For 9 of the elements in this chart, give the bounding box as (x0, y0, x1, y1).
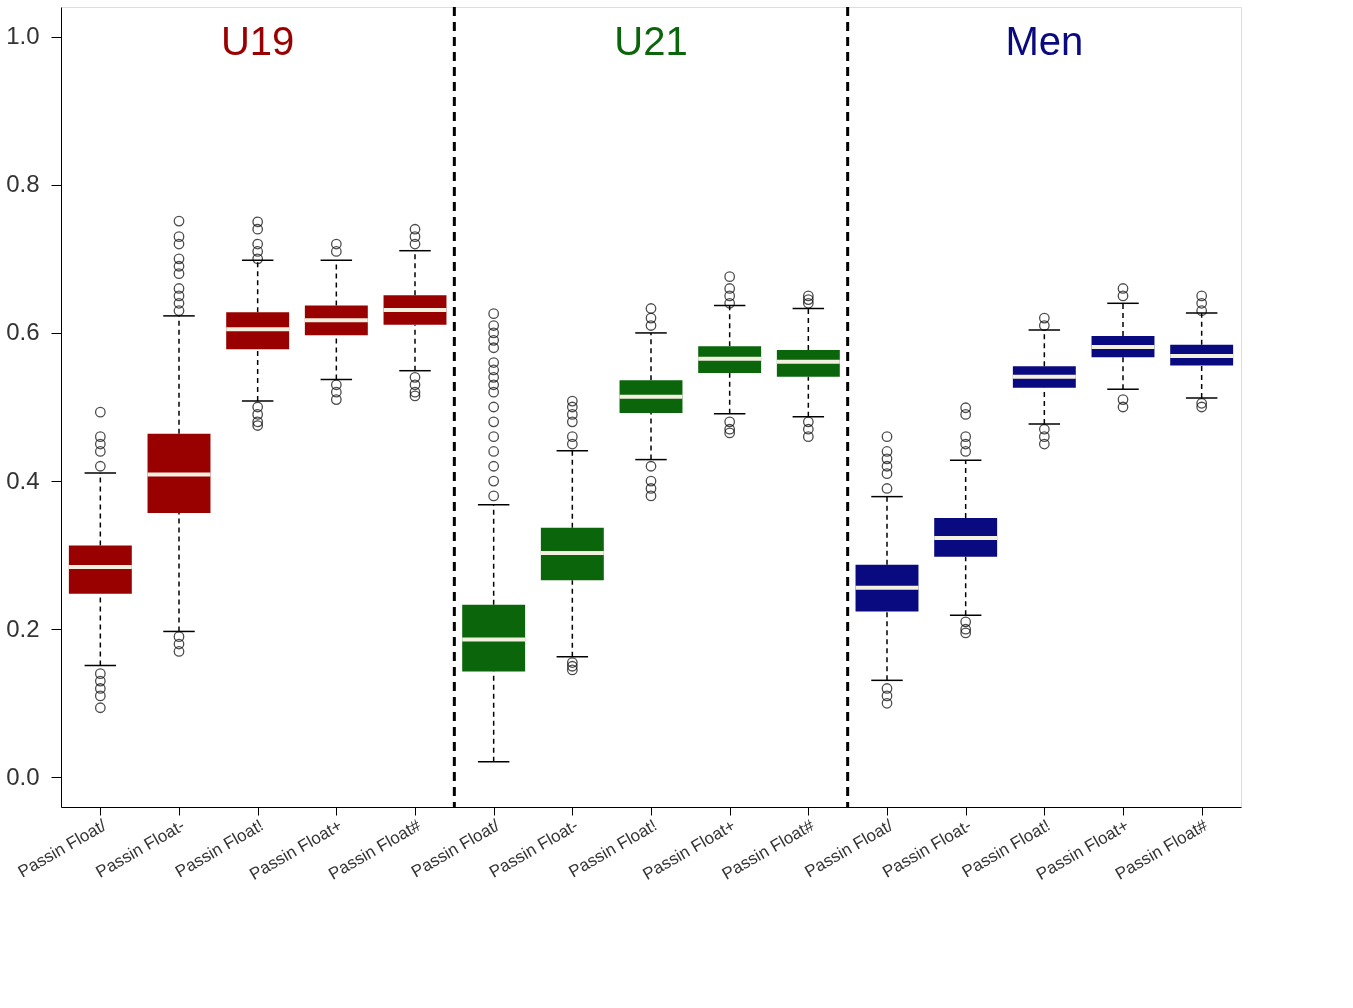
y-tick-label: 1.0 (6, 22, 40, 50)
y-tick-label: 0.6 (6, 318, 40, 346)
text: Men (1005, 19, 1084, 63)
y-tick-label: 0.0 (6, 762, 40, 790)
y-tick-label: 0.4 (6, 466, 40, 494)
y-tick-label: 0.8 (6, 170, 40, 198)
y-tick-label: 0.2 (6, 614, 40, 642)
text: U21 (614, 19, 688, 63)
text: U19 (220, 19, 295, 63)
